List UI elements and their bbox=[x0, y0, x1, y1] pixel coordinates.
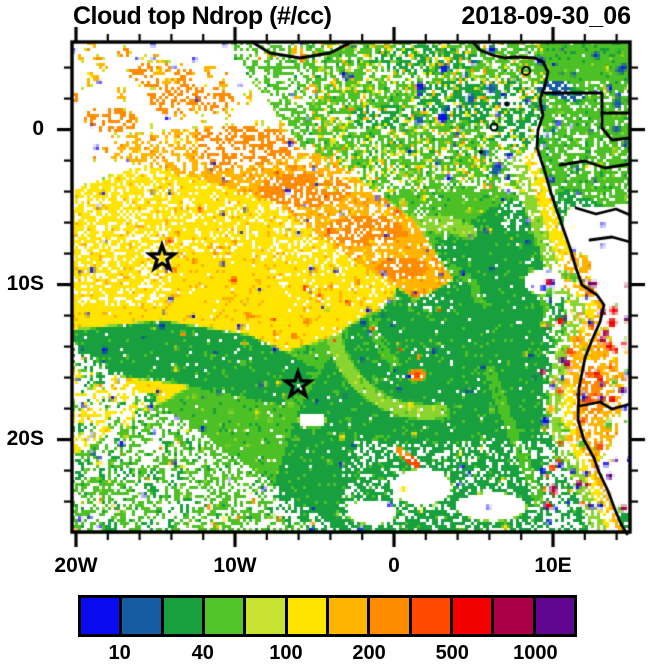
plot-datetime: 2018-09-30_06 bbox=[461, 2, 631, 30]
colorbar-segment-8 bbox=[408, 598, 450, 634]
colorbar-label-10: 10 bbox=[108, 642, 131, 664]
colorbar-label-40: 40 bbox=[191, 642, 214, 664]
colorbar-label-100: 100 bbox=[269, 642, 303, 664]
y-tick-label-20S: 20S bbox=[6, 426, 44, 450]
colorbar-segment-1 bbox=[119, 598, 161, 634]
colorbar-segment-5 bbox=[284, 598, 326, 634]
colorbar-label-200: 200 bbox=[352, 642, 386, 664]
x-tick-label-0: 0 bbox=[388, 554, 400, 577]
colorbar-label-500: 500 bbox=[435, 642, 469, 664]
colorbar-segment-6 bbox=[325, 598, 368, 634]
colorbar-segment-3 bbox=[201, 598, 244, 634]
plot-title: Cloud top Ndrop (#/cc) bbox=[73, 2, 332, 30]
colorbar bbox=[78, 595, 577, 637]
y-tick-label-0: 0 bbox=[32, 116, 44, 140]
colorbar-label-1000: 1000 bbox=[513, 642, 558, 664]
x-tick-label-20W: 20W bbox=[54, 554, 98, 577]
x-tick-label-10E: 10E bbox=[534, 554, 572, 577]
colorbar-segment-9 bbox=[449, 598, 492, 634]
colorbar-segment-7 bbox=[367, 598, 409, 634]
colorbar-segment-11 bbox=[532, 598, 574, 634]
colorbar-segment-4 bbox=[243, 598, 285, 634]
colorbar-segment-0 bbox=[81, 598, 120, 634]
y-tick-label-10S: 10S bbox=[6, 271, 44, 295]
colorbar-segment-10 bbox=[491, 598, 533, 634]
x-tick-label-10W: 10W bbox=[213, 554, 257, 577]
colorbar-segment-2 bbox=[160, 598, 202, 634]
